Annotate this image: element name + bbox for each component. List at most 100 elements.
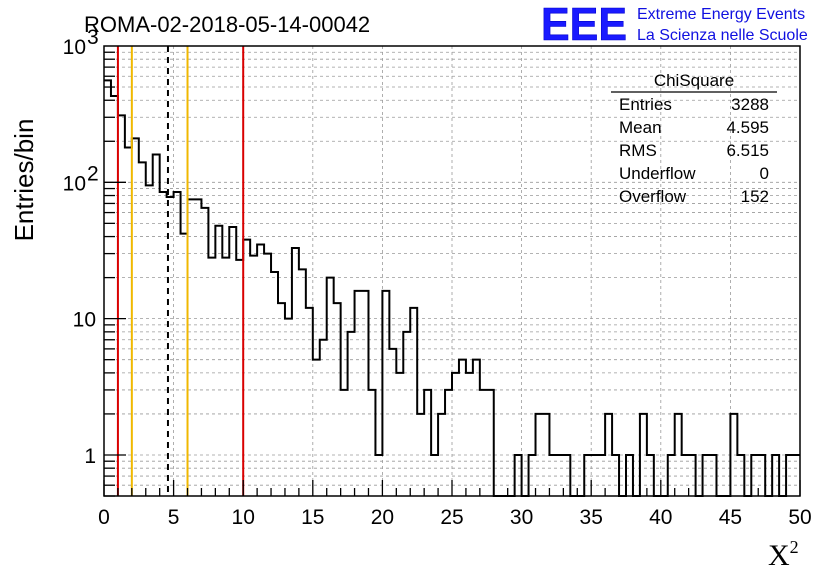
histogram-bin — [132, 138, 139, 496]
histogram-bin — [201, 208, 208, 496]
x-tick-label: 20 — [371, 506, 394, 529]
histogram-bin — [362, 291, 369, 496]
histogram-bin — [473, 360, 480, 496]
brand-line-1: Extreme Energy Events — [637, 6, 805, 23]
histogram-bin — [250, 256, 257, 496]
x-tick-label: 30 — [510, 506, 533, 529]
histogram-bin — [222, 258, 229, 496]
y-axis-label: Entries/bin — [9, 119, 39, 242]
histogram-bin — [146, 185, 153, 496]
y-tick-label: 10 — [63, 36, 86, 59]
histogram-bin — [348, 332, 355, 496]
histogram-bin — [368, 390, 375, 496]
eee-logo-text: EEE — [541, 0, 627, 50]
histogram-bin — [459, 360, 466, 496]
y-tick-label: 10 — [73, 309, 96, 332]
x-tick-label: 5 — [168, 506, 180, 529]
histogram-bin — [403, 332, 410, 496]
reference-lines — [116, 46, 245, 496]
x-axis-label: X2 — [768, 537, 799, 572]
histogram-bin — [382, 291, 389, 496]
stats-underflow-label: Underflow — [619, 164, 696, 183]
eee-logo: EEE — [541, 0, 628, 50]
histogram-bin — [285, 319, 292, 496]
histogram-bin — [612, 455, 619, 496]
histogram-line — [104, 79, 800, 497]
histogram-bin — [772, 455, 779, 496]
y-tick-exponent: 2 — [87, 162, 99, 185]
x-tick-label: 15 — [301, 506, 324, 529]
histogram-bin — [703, 455, 710, 496]
histogram-bin — [125, 148, 132, 496]
histogram-bin — [563, 455, 570, 496]
histogram-bin — [668, 455, 675, 496]
histogram-bin — [466, 373, 473, 496]
histogram-bin — [445, 390, 452, 496]
histogram-bin — [306, 308, 313, 496]
histogram-bin — [786, 455, 793, 496]
histogram-bin — [174, 192, 181, 496]
histogram-bin — [181, 234, 188, 496]
histogram-bin — [111, 96, 118, 496]
histogram-bin — [355, 291, 362, 496]
histogram-bin — [640, 414, 647, 496]
grid-lines — [104, 46, 800, 497]
histogram-bin — [313, 360, 320, 496]
histogram-bin — [598, 455, 605, 496]
chart-title: ROMA-02-2018-05-14-00042 — [84, 12, 370, 37]
histogram-bin — [208, 258, 215, 496]
x-tick-label: 10 — [232, 506, 255, 529]
stats-entries-value: 3288 — [731, 95, 769, 114]
histogram-bin — [626, 455, 633, 496]
histogram-bin — [542, 414, 549, 496]
stats-title: ChiSquare — [654, 71, 734, 90]
x-tick-label: 50 — [788, 506, 811, 529]
histogram-bin — [160, 192, 167, 496]
histogram-bin — [682, 455, 689, 496]
x-tick-label: 25 — [440, 506, 463, 529]
histogram-bin — [431, 455, 438, 496]
histogram-bin — [194, 199, 201, 496]
histogram-bin — [341, 390, 348, 496]
x-tick-label: 45 — [719, 506, 742, 529]
stats-underflow-value: 0 — [760, 164, 769, 183]
histogram-bin — [751, 455, 758, 496]
stats-overflow-label: Overflow — [619, 187, 687, 206]
histogram-bin — [334, 303, 341, 496]
histogram-bin — [536, 414, 543, 496]
histogram-bin — [118, 115, 125, 496]
stats-box: ChiSquare Entries 3288 Mean 4.595 RMS 6.… — [611, 71, 777, 206]
histogram-bin — [104, 80, 111, 496]
histogram-bin — [515, 455, 522, 496]
histogram-bin — [299, 269, 306, 496]
histogram-bin — [410, 308, 417, 496]
stats-entries-label: Entries — [619, 95, 672, 114]
histogram-bin — [737, 455, 744, 496]
histogram-bin — [320, 340, 327, 496]
histogram-bin — [689, 455, 696, 496]
histogram-bin — [438, 414, 445, 496]
histogram-bin — [710, 455, 717, 496]
histogram-bin — [647, 455, 654, 496]
histogram-bin — [417, 414, 424, 496]
histogram-bin — [139, 162, 146, 496]
histogram-bin — [257, 244, 264, 496]
histogram-bin — [327, 278, 334, 496]
histogram-bin — [396, 373, 403, 496]
histogram-bin — [549, 455, 556, 496]
histogram-bin — [591, 455, 598, 496]
x-tick-label: 0 — [98, 506, 110, 529]
stats-overflow-value: 152 — [741, 187, 769, 206]
histogram-bin — [389, 349, 396, 496]
histogram-bin — [758, 455, 765, 496]
histogram-bin — [271, 272, 278, 496]
histogram-bin — [556, 455, 563, 496]
histogram — [104, 79, 800, 497]
x-tick-label: 40 — [649, 506, 672, 529]
histogram-bin — [605, 414, 612, 496]
histogram-bin — [584, 455, 591, 496]
histogram-bin — [243, 240, 250, 496]
axis-ticks — [103, 51, 801, 497]
histogram-bin — [730, 414, 737, 496]
